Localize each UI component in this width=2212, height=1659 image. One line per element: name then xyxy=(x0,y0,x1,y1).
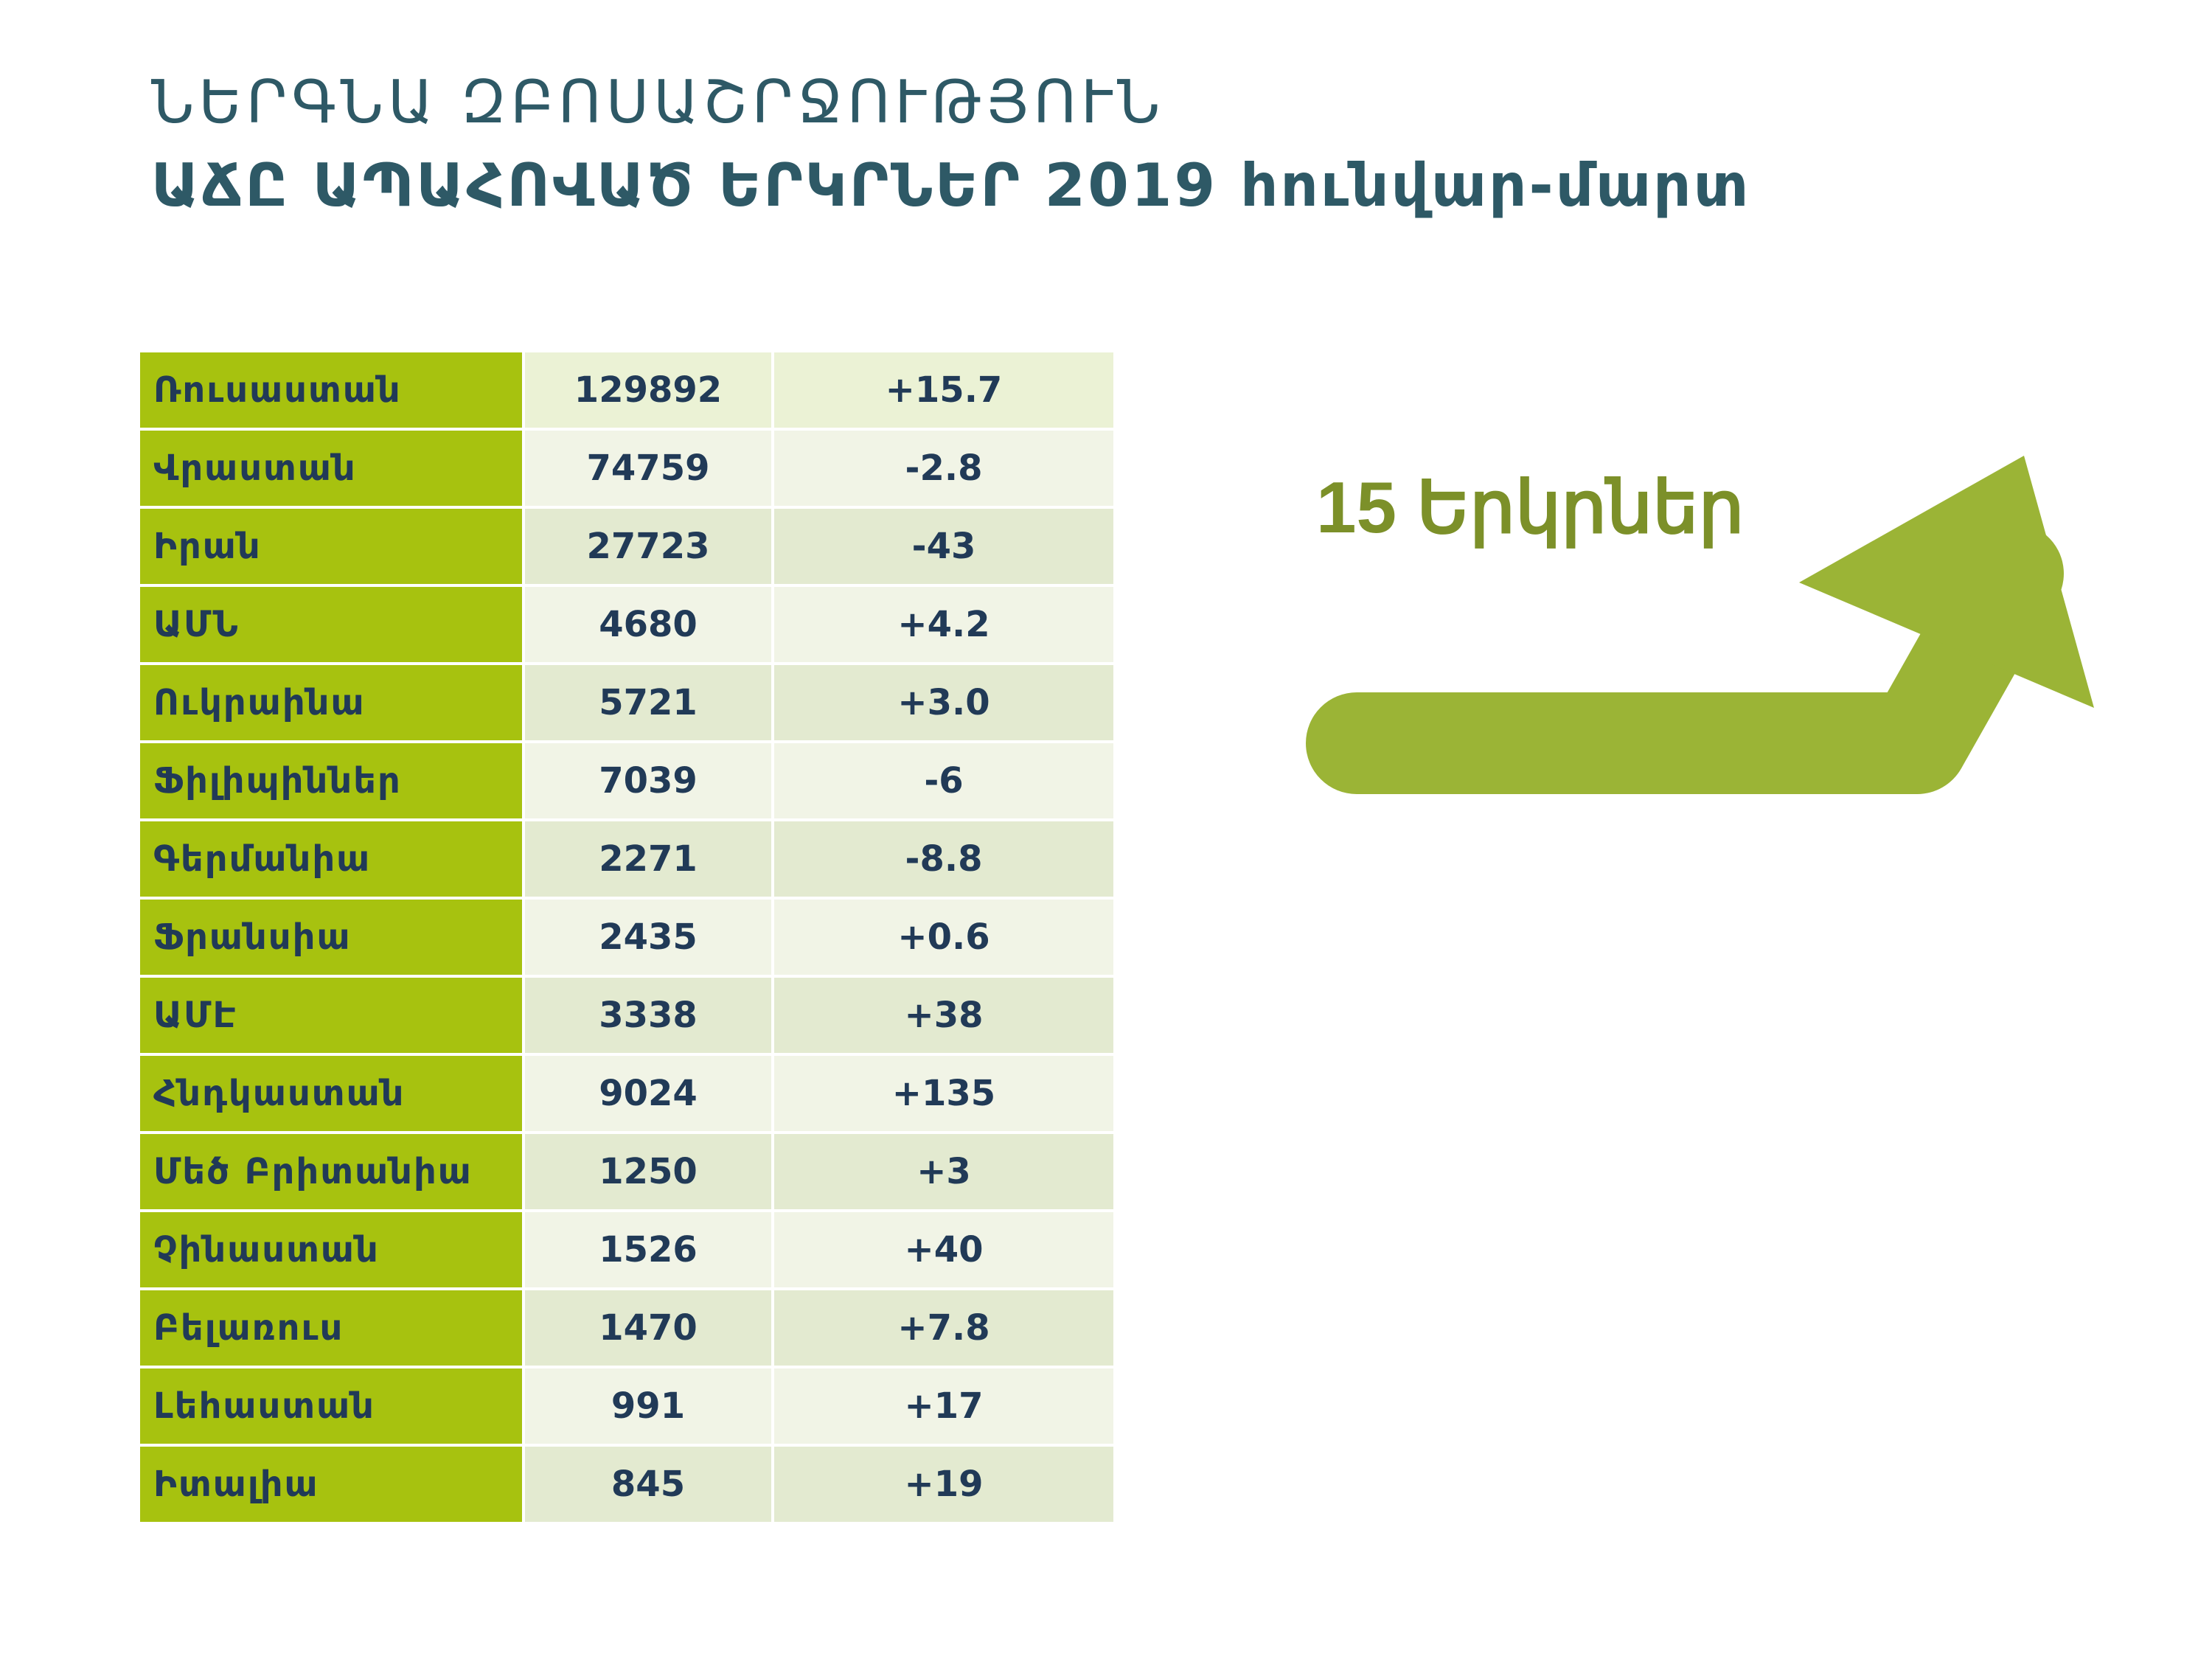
country-cell: ԱՄԷ xyxy=(140,978,525,1056)
country-cell: Վրաստան xyxy=(140,431,525,509)
change-cell: +3 xyxy=(774,1134,1113,1212)
country-cell: Իտալիա xyxy=(140,1447,525,1525)
value-cell: 27723 xyxy=(525,509,774,587)
value-cell: 2435 xyxy=(525,900,774,978)
change-cell: +19 xyxy=(774,1447,1113,1525)
change-cell: -6 xyxy=(774,743,1113,821)
country-cell: Ֆիլիպիններ xyxy=(140,743,525,821)
country-cell: Մեծ Բրիտանիա xyxy=(140,1134,525,1212)
change-cell: +7.8 xyxy=(774,1290,1113,1368)
value-cell: 5721 xyxy=(525,665,774,743)
value-cell: 3338 xyxy=(525,978,774,1056)
table-row: Հնդկաստան 9024 +135 xyxy=(140,1056,1113,1134)
value-cell: 1250 xyxy=(525,1134,774,1212)
value-cell: 9024 xyxy=(525,1056,774,1134)
value-cell: 991 xyxy=(525,1368,774,1447)
table-row: Չինաստան 1526 +40 xyxy=(140,1212,1113,1290)
value-cell: 4680 xyxy=(525,587,774,665)
value-cell: 2271 xyxy=(525,821,774,900)
change-cell: +17 xyxy=(774,1368,1113,1447)
change-cell: +38 xyxy=(774,978,1113,1056)
value-cell: 845 xyxy=(525,1447,774,1525)
up-right-arrow-icon xyxy=(1306,456,2094,794)
table-row: ԱՄՆ 4680 +4.2 xyxy=(140,587,1113,665)
country-cell: Իրան xyxy=(140,509,525,587)
table-row: Իրան 27723 -43 xyxy=(140,509,1113,587)
value-cell: 7039 xyxy=(525,743,774,821)
title-line-1: ՆԵՐԳՆԱ ԶԲՈՍԱՇՐՋՈՒԹՅՈՒՆ xyxy=(151,68,1165,136)
change-cell: +40 xyxy=(774,1212,1113,1290)
country-cell: Լեհաստան xyxy=(140,1368,525,1447)
table-row: Ֆիլիպիններ 7039 -6 xyxy=(140,743,1113,821)
table-row: Լեհաստան 991 +17 xyxy=(140,1368,1113,1447)
change-cell: +135 xyxy=(774,1056,1113,1134)
table-row: Բելառուս 1470 +7.8 xyxy=(140,1290,1113,1368)
table-row: Գերմանիա 2271 -8.8 xyxy=(140,821,1113,900)
table-row: Ֆրանսիա 2435 +0.6 xyxy=(140,900,1113,978)
country-cell: Ուկրաինա xyxy=(140,665,525,743)
change-cell: -8.8 xyxy=(774,821,1113,900)
table-row: Մեծ Բրիտանիա 1250 +3 xyxy=(140,1134,1113,1212)
country-cell: ԱՄՆ xyxy=(140,587,525,665)
country-cell: Հնդկաստան xyxy=(140,1056,525,1134)
country-cell: Ֆրանսիա xyxy=(140,900,525,978)
table-row: ԱՄԷ 3338 +38 xyxy=(140,978,1113,1056)
table-row: Ռուսաստան 129892 +15.7 xyxy=(140,352,1113,431)
table-row: Ուկրաինա 5721 +3.0 xyxy=(140,665,1113,743)
country-cell: Գերմանիա xyxy=(140,821,525,900)
tourism-table: Ռուսաստան 129892 +15.7 Վրաստան 74759 -2.… xyxy=(140,352,1113,1525)
title-line-2: ԱՃԸ ԱՊԱՀՈՎԱԾ ԵՐԿՐՆԵՐ 2019 հունվար-մարտ xyxy=(151,151,1751,220)
country-cell: Ռուսաստան xyxy=(140,352,525,431)
change-cell: +4.2 xyxy=(774,587,1113,665)
change-cell: +15.7 xyxy=(774,352,1113,431)
country-cell: Չինաստան xyxy=(140,1212,525,1290)
value-cell: 129892 xyxy=(525,352,774,431)
value-cell: 1470 xyxy=(525,1290,774,1368)
value-cell: 1526 xyxy=(525,1212,774,1290)
table-row: Վրաստան 74759 -2.8 xyxy=(140,431,1113,509)
country-cell: Բելառուս xyxy=(140,1290,525,1368)
change-cell: -2.8 xyxy=(774,431,1113,509)
change-cell: +0.6 xyxy=(774,900,1113,978)
value-cell: 74759 xyxy=(525,431,774,509)
change-cell: +3.0 xyxy=(774,665,1113,743)
table-row: Իտալիա 845 +19 xyxy=(140,1447,1113,1525)
countries-count-label: 15 Երկրներ xyxy=(1316,467,1745,548)
change-cell: -43 xyxy=(774,509,1113,587)
